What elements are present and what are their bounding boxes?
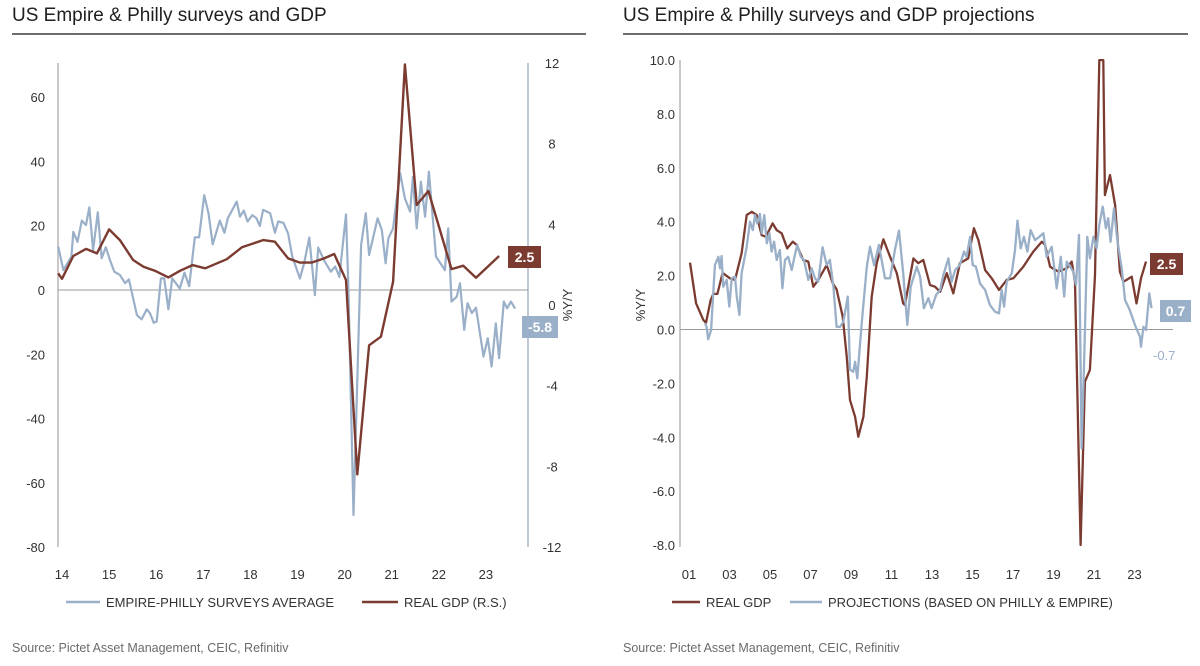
left-y2-tick-label: -4 <box>546 379 558 394</box>
left-x-tick-label: 14 <box>55 567 69 582</box>
right-x-tick-label: 19 <box>1046 567 1060 582</box>
right-x-tick-label: 11 <box>885 567 899 582</box>
left-series <box>57 63 517 517</box>
right-y-tick-label: 0.0 <box>657 323 675 338</box>
left-y-tick-label: 20 <box>31 219 45 234</box>
right-chart-title: US Empire & Philly surveys and GDP proje… <box>623 5 1035 26</box>
left-y2-tick-label: 4 <box>548 217 555 232</box>
projections-line <box>703 205 1153 450</box>
right-y-tick-label: -4.0 <box>653 430 675 445</box>
right-gdp-end-badge <box>1150 253 1183 275</box>
right-tick-labels: 10.0 8.0 6.0 4.0 2.0 0.0 -2.0 -4.0 -6.0 -8.0 01 03 0… <box>650 53 1142 582</box>
right-y-tick-label: 8.0 <box>657 107 675 122</box>
right-y-tick-label: 2.0 <box>657 269 675 284</box>
left-chart-title: US Empire & Philly surveys and GDP <box>12 5 327 26</box>
left-x-tick-label: 22 <box>432 567 446 582</box>
right-series <box>688 58 1153 547</box>
left-y-tick-label: -60 <box>26 476 45 491</box>
left-y2-axis-label: %Y/Y <box>560 288 575 321</box>
right-title-rule <box>623 33 1188 35</box>
right-gdp-end-value: 2.5 <box>1157 256 1177 272</box>
right-x-tick-label: 13 <box>925 567 939 582</box>
right-x-tick-label: 05 <box>763 567 777 582</box>
right-projection-min-label: -0.7 <box>1153 348 1175 363</box>
right-source-note: Source: Pictet Asset Management, CEIC, R… <box>623 641 900 655</box>
right-y-tick-label: 4.0 <box>657 215 675 230</box>
legend-label-survey: EMPIRE-PHILLY SURVEYS AVERAGE <box>106 595 334 610</box>
right-x-tick-label: 03 <box>722 567 736 582</box>
left-y2-tick-label: 0 <box>548 298 555 313</box>
left-y-tick-label: 60 <box>31 90 45 105</box>
right-projection-end-badge <box>1160 300 1191 322</box>
right-y-tick-label: -8.0 <box>653 538 675 553</box>
left-y2-tick-label: 8 <box>548 137 555 152</box>
left-y2-tick-label: -12 <box>543 540 562 555</box>
left-y-tick-label: 40 <box>31 154 45 169</box>
right-x-tick-label: 17 <box>1006 567 1020 582</box>
left-y-tick-label: -40 <box>26 412 45 427</box>
right-x-tick-label: 09 <box>844 567 858 582</box>
left-y-tick-label: -80 <box>26 540 45 555</box>
left-gdp-end-badge <box>508 246 541 268</box>
left-x-tick-label: 15 <box>102 567 116 582</box>
right-chart: 10.0 8.0 6.0 4.0 2.0 0.0 -2.0 -4.0 -6.0 -8.0 01 03 0… <box>633 53 1191 610</box>
real-gdp-line <box>688 58 1148 547</box>
right-y-tick-label: 6.0 <box>657 161 675 176</box>
left-title-rule <box>12 33 586 35</box>
left-x-tick-label: 16 <box>149 567 163 582</box>
left-survey-end-value: -5.8 <box>528 319 552 335</box>
legend-label-projections: PROJECTIONS (BASED ON PHILLY & EMPIRE) <box>828 595 1113 610</box>
survey-average-line <box>57 170 517 517</box>
left-y2-tick-label: 12 <box>545 56 559 71</box>
left-y2-tick-label: -8 <box>546 459 558 474</box>
right-x-tick-label: 15 <box>965 567 979 582</box>
left-x-tick-label: 17 <box>196 567 210 582</box>
left-x-tick-label: 18 <box>243 567 257 582</box>
left-gdp-end-value: 2.5 <box>515 249 535 265</box>
left-y-tick-label: 0 <box>38 283 45 298</box>
right-y-tick-label: -6.0 <box>653 484 675 499</box>
right-y-tick-label: -2.0 <box>653 376 675 391</box>
right-y-axis-label: %Y/Y <box>633 288 648 321</box>
real-gdp-line <box>57 63 500 476</box>
left-source-note: Source: Pictet Asset Management, CEIC, R… <box>12 641 289 655</box>
left-x-tick-label: 19 <box>290 567 304 582</box>
left-x-tick-label: 20 <box>337 567 351 582</box>
right-x-tick-label: 23 <box>1127 567 1141 582</box>
legend-label-gdp: REAL GDP (R.S.) <box>404 595 507 610</box>
right-x-tick-label: 07 <box>803 567 817 582</box>
left-x-tick-label: 23 <box>479 567 493 582</box>
right-projection-end-value: 0.7 <box>1166 303 1186 319</box>
left-y-tick-label: -20 <box>26 347 45 362</box>
right-y-tick-label: 10.0 <box>650 53 675 68</box>
right-x-tick-label: 21 <box>1087 567 1101 582</box>
left-x-tick-label: 21 <box>384 567 398 582</box>
left-survey-end-badge <box>522 316 558 338</box>
right-x-tick-label: 01 <box>682 567 696 582</box>
legend-label-real-gdp: REAL GDP <box>706 595 771 610</box>
